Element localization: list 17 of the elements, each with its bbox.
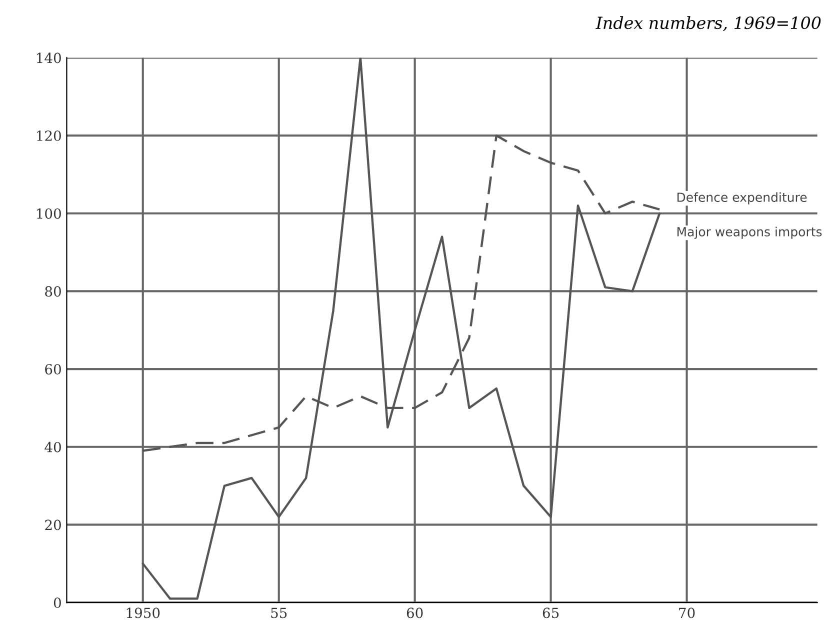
y-tick-label: 20 xyxy=(45,520,61,530)
series-label: Defence expenditure xyxy=(677,192,807,204)
x-tick-label: 1950 xyxy=(126,608,160,618)
y-tick-label: 0 xyxy=(54,598,61,608)
y-tick-label: 140 xyxy=(37,52,61,64)
y-tick-label: 60 xyxy=(45,364,61,375)
y-tick-label: 100 xyxy=(37,208,61,219)
chart-subtitle: Index numbers, 1969=100 xyxy=(596,16,821,32)
y-tick-label: 120 xyxy=(37,130,61,141)
series-label: Major weapons imports xyxy=(677,226,822,239)
x-tick-label: 55 xyxy=(271,608,287,618)
y-tick-label: 80 xyxy=(45,286,61,297)
y-tick-label: 40 xyxy=(44,442,61,452)
x-tick-label: 70 xyxy=(679,608,695,618)
x-tick-label: 65 xyxy=(542,608,559,618)
x-tick-label: 60 xyxy=(406,608,423,618)
line-series xyxy=(142,58,661,600)
